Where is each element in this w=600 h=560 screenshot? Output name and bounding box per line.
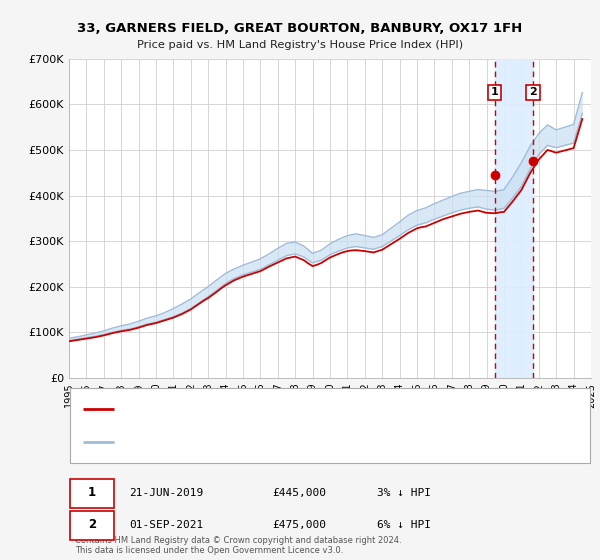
Text: Contains HM Land Registry data © Crown copyright and database right 2024.
This d: Contains HM Land Registry data © Crown c…	[75, 536, 402, 556]
Text: 33, GARNERS FIELD, GREAT BOURTON, BANBURY, OX17 1FH (detached house): 33, GARNERS FIELD, GREAT BOURTON, BANBUR…	[122, 404, 513, 414]
Text: £475,000: £475,000	[272, 520, 326, 530]
Text: £445,000: £445,000	[272, 488, 326, 498]
Text: Price paid vs. HM Land Registry's House Price Index (HPI): Price paid vs. HM Land Registry's House …	[137, 40, 463, 50]
Text: 2: 2	[529, 87, 537, 97]
FancyBboxPatch shape	[70, 388, 590, 463]
FancyBboxPatch shape	[70, 511, 115, 540]
Bar	[495, 59, 533, 378]
FancyBboxPatch shape	[70, 479, 115, 508]
Text: 1: 1	[491, 87, 499, 97]
Text: 21-JUN-2019: 21-JUN-2019	[129, 488, 203, 498]
Text: HPI: Average price, detached house, Cherwell: HPI: Average price, detached house, Cher…	[122, 437, 350, 447]
Text: 3% ↓ HPI: 3% ↓ HPI	[377, 488, 431, 498]
Text: 1: 1	[88, 486, 96, 499]
Text: 6% ↓ HPI: 6% ↓ HPI	[377, 520, 431, 530]
Text: 2: 2	[88, 519, 96, 531]
Text: 33, GARNERS FIELD, GREAT BOURTON, BANBURY, OX17 1FH: 33, GARNERS FIELD, GREAT BOURTON, BANBUR…	[77, 22, 523, 35]
Text: 01-SEP-2021: 01-SEP-2021	[129, 520, 203, 530]
